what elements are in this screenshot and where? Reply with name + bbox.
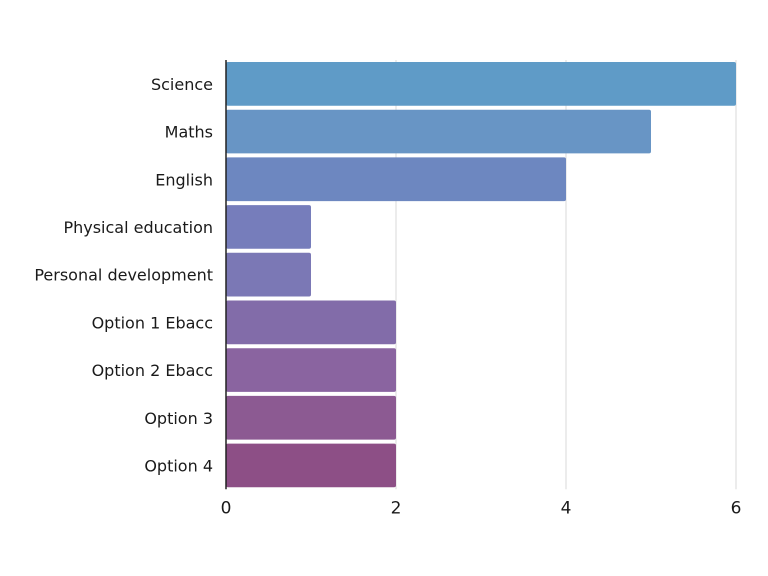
category-label-science: Science <box>151 75 213 94</box>
category-label-english: English <box>155 170 213 189</box>
bar-option-2-ebacc <box>226 348 396 392</box>
bar-maths <box>226 109 651 154</box>
x-tick-label-4: 4 <box>561 498 572 518</box>
category-label-option-3: Option 3 <box>144 409 213 428</box>
category-labels: Science Maths English Physical education Per… <box>34 75 213 476</box>
x-tick-label-2: 2 <box>391 498 402 518</box>
bar-science <box>226 62 736 106</box>
bar-personal-development <box>226 252 311 297</box>
bar-english <box>226 157 566 202</box>
category-label-option-4: Option 4 <box>144 456 213 475</box>
category-label-option-2-ebacc: Option 2 Ebacc <box>92 361 213 380</box>
x-axis-ticks: 0 2 4 6 <box>221 498 742 518</box>
bar-layer <box>226 62 736 488</box>
category-label-maths: Maths <box>165 123 213 142</box>
bar-option-1-ebacc <box>226 300 396 345</box>
category-label-personal-development: Personal development <box>34 266 213 285</box>
x-tick-label-0: 0 <box>221 498 232 518</box>
category-label-option-1-ebacc: Option 1 Ebacc <box>92 313 213 332</box>
bar-option-4 <box>226 443 396 488</box>
bar-physical-education <box>226 205 311 249</box>
bar-option-3 <box>226 395 396 440</box>
category-label-physical-education: Physical education <box>63 218 213 237</box>
x-tick-label-6: 6 <box>731 498 742 518</box>
